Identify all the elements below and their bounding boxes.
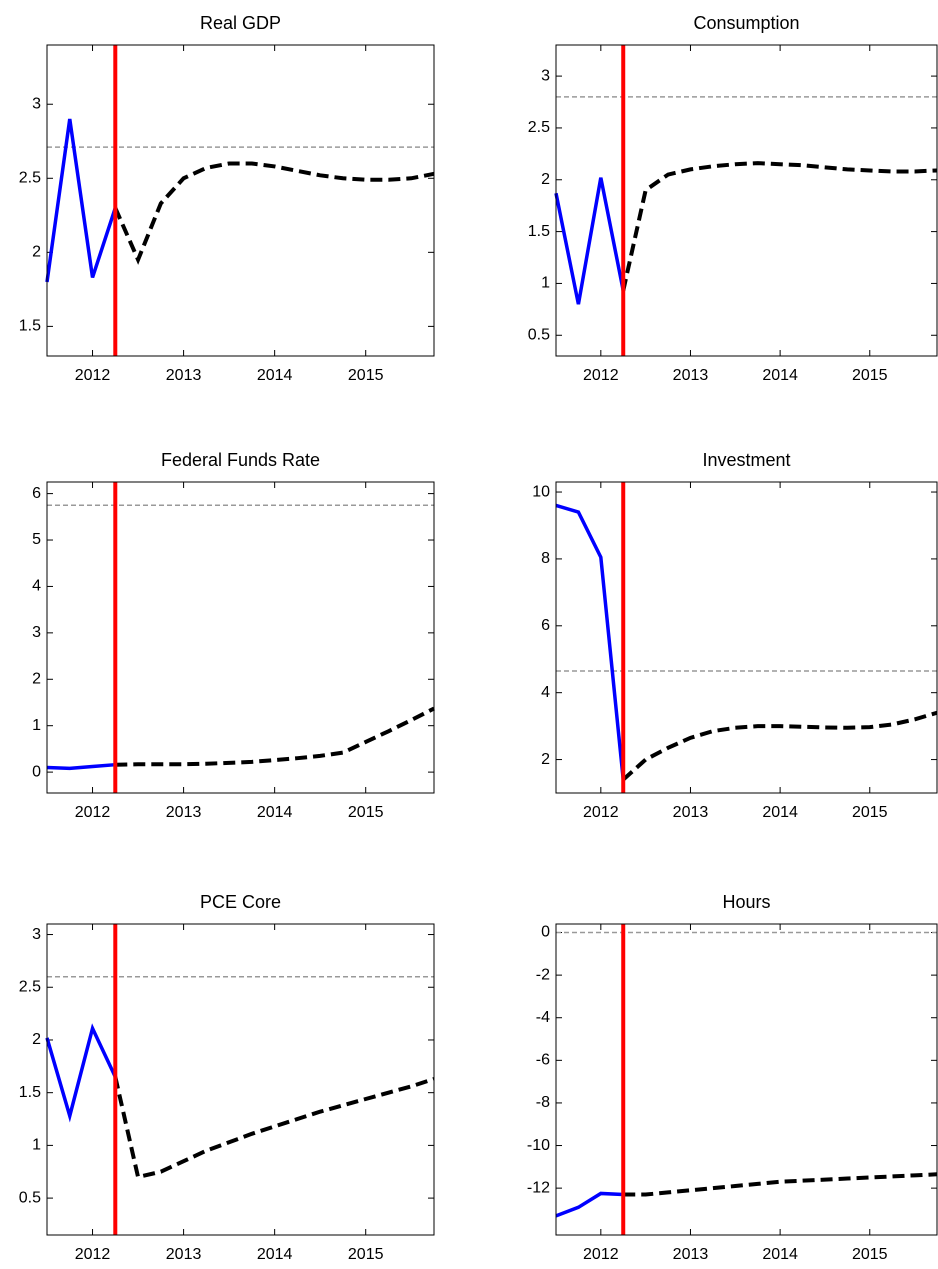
y-tick-label: 2.5 (19, 978, 41, 995)
x-tick-label: 2014 (257, 1246, 293, 1263)
x-tick-label: 2013 (673, 804, 709, 821)
plot-frame (555, 923, 938, 1236)
y-tick-label: 2 (32, 670, 41, 687)
y-tick-label: 4 (32, 578, 41, 595)
x-tick-label: 2013 (673, 1246, 709, 1263)
chart-title: Consumption (693, 13, 799, 33)
plot-frame (46, 44, 435, 357)
series-line (555, 503, 625, 780)
x-tick-label: 2013 (166, 804, 202, 821)
series-line (45, 118, 117, 283)
x-tick-label: 2012 (75, 367, 111, 384)
chart-title: Federal Funds Rate (161, 450, 320, 470)
series-line (621, 710, 938, 782)
y-tick-label: -6 (536, 1052, 550, 1069)
y-tick-label: 8 (541, 550, 550, 567)
y-tick-label: -10 (527, 1137, 550, 1154)
x-tick-label: 2014 (257, 804, 293, 821)
plot-area (47, 45, 434, 356)
x-tick-label: 2015 (852, 804, 888, 821)
y-tick-label: 0 (541, 924, 550, 941)
x-tick-label: 2015 (348, 1246, 384, 1263)
y-tick-label: 1.5 (19, 318, 41, 335)
chart-title: Hours (722, 892, 770, 912)
x-tick-label: 2012 (75, 1246, 111, 1263)
x-tick-label: 2012 (583, 804, 619, 821)
x-tick-label: 2015 (852, 1246, 888, 1263)
plot-frame (555, 481, 938, 794)
y-tick-label: 2 (541, 171, 550, 188)
panel: Real GDP 2012 2013 2014 2015 1.5 2 2.5 3 (19, 13, 435, 384)
x-tick-label: 2013 (166, 1246, 202, 1263)
series-line (623, 1172, 938, 1197)
y-tick-label: 2 (541, 751, 550, 768)
plot-area (556, 45, 937, 356)
y-tick-label: 0 (32, 763, 41, 780)
plot-frame (46, 481, 435, 794)
y-tick-label: 0.5 (19, 1189, 41, 1206)
series-line (46, 762, 116, 771)
y-tick-label: 3 (32, 95, 41, 112)
chart-title: Investment (702, 450, 790, 470)
series-line (621, 161, 938, 292)
y-tick-label: 1.5 (528, 223, 550, 240)
panel: PCE Core 2012 2013 2014 2015 0.5 1 1.5 2 2.5 3 (19, 892, 435, 1263)
chart-title: Real GDP (200, 13, 281, 33)
plot-area (47, 924, 434, 1235)
y-tick-label: 3 (541, 67, 550, 84)
y-tick-label: 2 (32, 244, 41, 261)
series-line (555, 1191, 624, 1218)
x-tick-label: 2014 (762, 804, 798, 821)
series-line (115, 706, 435, 767)
x-tick-label: 2015 (852, 367, 888, 384)
x-tick-label: 2014 (762, 1246, 798, 1263)
series-line (113, 1076, 435, 1180)
x-tick-label: 2012 (75, 804, 111, 821)
panel: Hours 2012 2013 2014 2015 -12 -10 -8 -6 -4 -2 0 (527, 892, 938, 1263)
y-tick-label: 6 (541, 617, 550, 634)
x-tick-label: 2014 (257, 367, 293, 384)
y-tick-label: -4 (536, 1009, 550, 1026)
y-tick-label: 2.5 (528, 119, 550, 136)
y-tick-label: 2.5 (19, 170, 41, 187)
plot-area (556, 482, 937, 793)
y-tick-label: 4 (541, 684, 550, 701)
x-tick-label: 2013 (166, 367, 202, 384)
panel: Consumption 2012 2013 2014 2015 0.5 1 1.5 2 2.5 3 (528, 13, 938, 384)
plot-area (556, 924, 937, 1235)
x-tick-label: 2015 (348, 367, 384, 384)
x-tick-label: 2012 (583, 367, 619, 384)
series-line (554, 177, 625, 305)
x-tick-label: 2013 (673, 367, 709, 384)
x-tick-label: 2015 (348, 804, 384, 821)
y-tick-label: 5 (32, 531, 41, 548)
plot-area (47, 482, 434, 793)
y-tick-label: 3 (32, 624, 41, 641)
x-tick-label: 2014 (762, 367, 798, 384)
y-tick-label: 1 (32, 1137, 41, 1154)
y-tick-label: 1 (541, 275, 550, 292)
y-tick-label: -12 (527, 1179, 550, 1196)
y-tick-label: -2 (536, 966, 550, 983)
chart-title: PCE Core (200, 892, 281, 912)
panel: Investment 2012 2013 2014 2015 2 4 6 8 10 (532, 450, 938, 821)
y-tick-label: 1.5 (19, 1084, 41, 1101)
x-tick-label: 2012 (583, 1246, 619, 1263)
y-tick-label: 10 (532, 483, 550, 500)
y-tick-label: -8 (536, 1094, 550, 1111)
y-tick-label: 2 (32, 1031, 41, 1048)
plot-frame (46, 923, 435, 1236)
series-line (113, 161, 435, 265)
y-tick-label: 3 (32, 926, 41, 943)
panel: Federal Funds Rate 2012 2013 2014 2015 0 1 2 3 4 5… (32, 450, 435, 821)
y-tick-label: 6 (32, 485, 41, 502)
y-tick-label: 0.5 (528, 326, 550, 343)
plot-frame (555, 44, 938, 357)
series-line (45, 1023, 117, 1123)
y-tick-label: 1 (32, 717, 41, 734)
